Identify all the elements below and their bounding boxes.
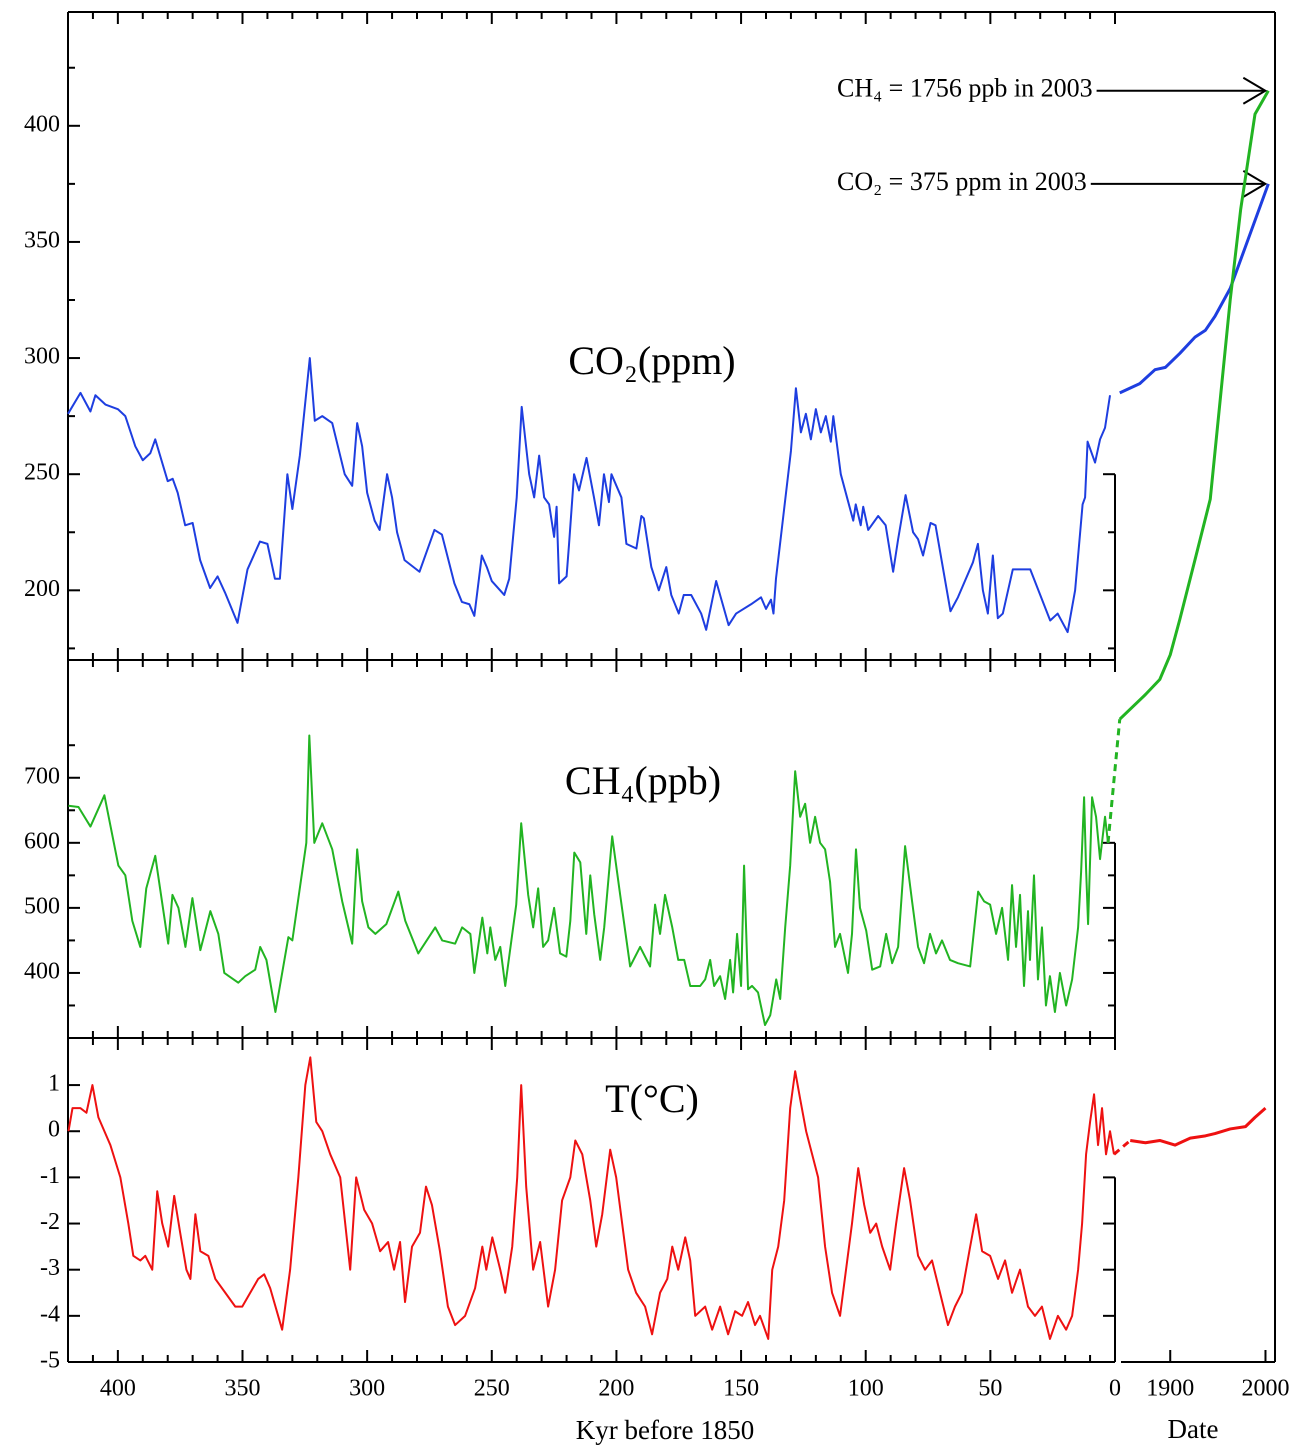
y-tick-label: 400 bbox=[24, 111, 60, 137]
y-tick-label: -5 bbox=[40, 1348, 60, 1374]
x-tick-label: 200 bbox=[598, 1376, 634, 1402]
x-tick-label: 50 bbox=[978, 1376, 1002, 1402]
annotation: CH₄ = 1756 ppb in 2003 bbox=[837, 74, 1093, 103]
panel-label: CH₄(ppb) bbox=[565, 758, 721, 803]
y-tick-label: -2 bbox=[40, 1209, 60, 1235]
connector bbox=[1106, 719, 1122, 843]
arrow-head bbox=[1242, 170, 1268, 198]
x-tick-label: 100 bbox=[848, 1376, 884, 1402]
x2-axis-title: Date bbox=[1168, 1414, 1219, 1444]
panel-label: T(°C) bbox=[605, 1076, 699, 1121]
x2-tick-label: 2000 bbox=[1241, 1376, 1289, 1402]
data-line bbox=[67, 357, 1111, 634]
x2-tick-label: 1900 bbox=[1146, 1376, 1194, 1402]
data-line bbox=[1118, 89, 1270, 721]
x-tick-label: 250 bbox=[474, 1376, 510, 1402]
y-tick-label: 300 bbox=[24, 344, 60, 370]
y-tick-label: 700 bbox=[24, 763, 60, 789]
x-tick-label: 300 bbox=[349, 1376, 385, 1402]
connector bbox=[1113, 1139, 1132, 1156]
data-line bbox=[67, 1056, 1115, 1340]
y-tick-label: 350 bbox=[24, 227, 60, 253]
y-tick-label: 1 bbox=[48, 1071, 60, 1097]
y-tick-label: 200 bbox=[24, 576, 60, 602]
y-tick-label: -4 bbox=[40, 1301, 60, 1327]
y-tick-label: 500 bbox=[24, 893, 60, 919]
y-tick-label: -3 bbox=[40, 1255, 60, 1281]
y-tick-label: 600 bbox=[24, 828, 60, 854]
y-tick-label: 0 bbox=[48, 1117, 60, 1143]
x-tick-label: 350 bbox=[225, 1376, 261, 1402]
x-tick-label: 400 bbox=[100, 1376, 136, 1402]
data-line bbox=[1130, 1107, 1267, 1147]
data-line bbox=[68, 734, 1110, 1026]
x-tick-label: 150 bbox=[723, 1376, 759, 1402]
x-tick-label: 0 bbox=[1109, 1376, 1121, 1402]
x-axis-title: Kyr before 1850 bbox=[576, 1415, 754, 1445]
y-tick-label: -1 bbox=[40, 1163, 60, 1189]
y-tick-label: 250 bbox=[24, 460, 60, 486]
data-line bbox=[1119, 183, 1270, 395]
y-tick-label: 400 bbox=[24, 958, 60, 984]
panel-label: CO₂(ppm) bbox=[568, 338, 735, 383]
arrow-head bbox=[1242, 76, 1268, 105]
annotation: CO₂ = 375 ppm in 2003 bbox=[837, 167, 1087, 196]
